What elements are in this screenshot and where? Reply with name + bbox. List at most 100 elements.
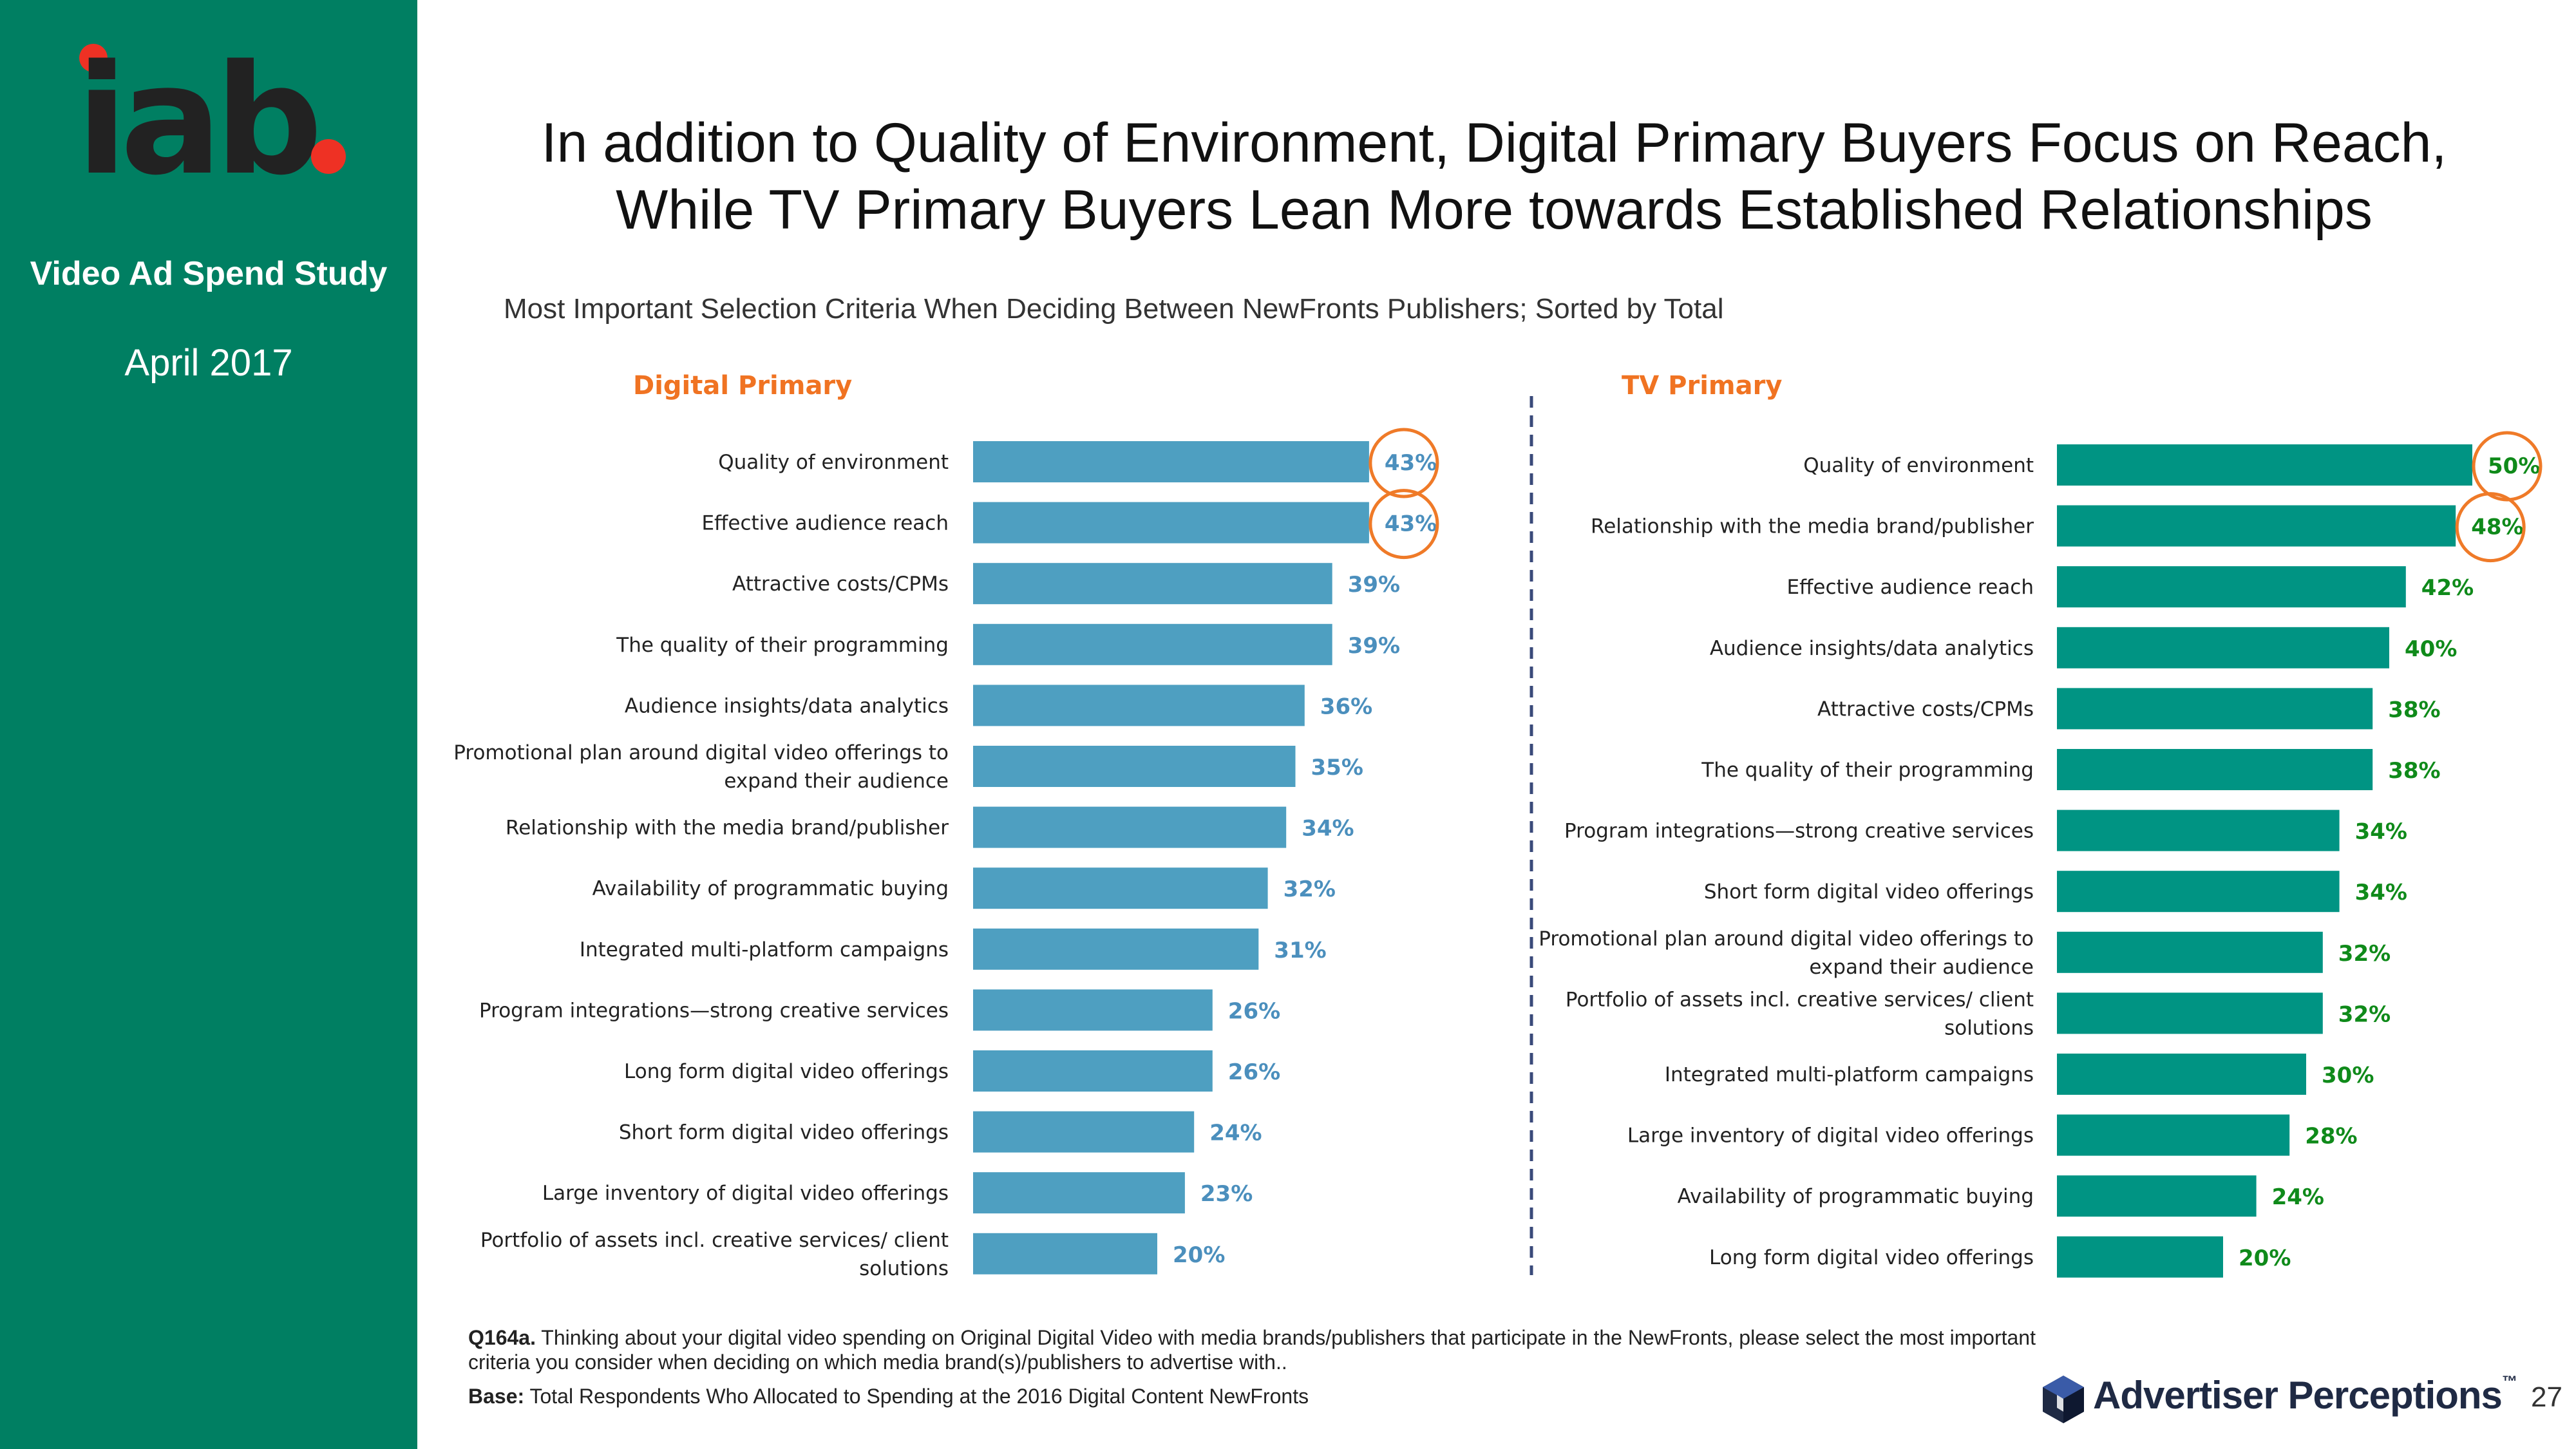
digital-category-label: Audience insights/data analytics bbox=[625, 694, 949, 717]
tv-category-label: Short form digital video offerings bbox=[1704, 880, 2034, 904]
digital-bar bbox=[973, 1111, 1195, 1153]
tv-value-label: 40% bbox=[2405, 636, 2457, 662]
digital-bar bbox=[973, 685, 1305, 726]
tv-value-label: 32% bbox=[2338, 941, 2391, 967]
digital-value-label: 39% bbox=[1348, 633, 1400, 659]
tv-bar bbox=[2057, 444, 2472, 486]
tv-bar bbox=[2057, 992, 2323, 1034]
digital-bar bbox=[973, 1172, 1185, 1214]
tv-bar bbox=[2057, 505, 2456, 547]
page-title-line-1: In addition to Quality of Environment, D… bbox=[541, 112, 2447, 174]
page-title: In addition to Quality of Environment, D… bbox=[489, 109, 2499, 243]
tv-category-label: Relationship with the media brand/publis… bbox=[1591, 515, 2034, 538]
digital-bar bbox=[973, 441, 1369, 482]
brand-tm: ™ bbox=[2501, 1373, 2517, 1390]
footer-base: Base: Total Respondents Who Allocated to… bbox=[468, 1385, 1309, 1408]
digital-value-label: 35% bbox=[1311, 755, 1363, 781]
digital-category-label: Quality of environment bbox=[718, 451, 949, 474]
digital-category-label: Effective audience reach bbox=[701, 512, 949, 535]
digital-category-label: Relationship with the media brand/publis… bbox=[506, 817, 949, 840]
tv-value-label: 34% bbox=[2355, 880, 2407, 905]
iab-logo: iab bbox=[76, 33, 346, 209]
digital-value-label: 24% bbox=[1209, 1121, 1262, 1146]
tv-bar bbox=[2057, 749, 2373, 790]
digital-category-label: Large inventory of digital video offerin… bbox=[542, 1182, 949, 1205]
digital-category-label: Attractive costs/CPMs bbox=[732, 573, 949, 596]
tv-category-label: Quality of environment bbox=[1803, 454, 2034, 477]
study-date: April 2017 bbox=[124, 342, 293, 384]
digital-value-label: 20% bbox=[1173, 1242, 1225, 1268]
tv-bar bbox=[2057, 627, 2389, 668]
digital-category-label: Promotional plan around digital video of… bbox=[453, 741, 949, 793]
tv-value-label: 32% bbox=[2338, 1001, 2391, 1027]
tv-bar bbox=[2057, 566, 2406, 608]
digital-value-label: 36% bbox=[1320, 694, 1372, 719]
digital-primary-panel: Digital Primary Quality of environment 43%… bbox=[453, 371, 1439, 1280]
tv-value-label: 50% bbox=[2488, 453, 2540, 479]
sidebar: iab Video Ad Spend Study April 2017 bbox=[0, 0, 417, 1449]
tv-category-label: Promotional plan around digital video of… bbox=[1539, 927, 2034, 979]
base-text: Total Respondents Who Allocated to Spend… bbox=[529, 1385, 1309, 1408]
tv-bar bbox=[2057, 931, 2323, 973]
digital-bar bbox=[973, 502, 1369, 544]
tv-category-label: Program integrations—strong creative ser… bbox=[1564, 820, 2034, 843]
digital-value-label: 43% bbox=[1385, 511, 1437, 537]
tv-value-label: 20% bbox=[2239, 1245, 2291, 1271]
tv-category-label: The quality of their programming bbox=[1701, 759, 2034, 782]
digital-bar bbox=[973, 806, 1287, 848]
digital-bar bbox=[973, 623, 1332, 665]
digital-bar bbox=[973, 989, 1213, 1031]
digital-category-label: Portfolio of assets incl. creative servi… bbox=[480, 1229, 949, 1280]
digital-value-label: 39% bbox=[1348, 572, 1400, 598]
digital-panel-title: Digital Primary bbox=[633, 371, 852, 401]
digital-value-label: 23% bbox=[1200, 1181, 1253, 1207]
brand-text: Advertiser Perceptions bbox=[2093, 1374, 2503, 1417]
digital-category-label: Program integrations—strong creative ser… bbox=[479, 999, 949, 1022]
tv-category-label: Attractive costs/CPMs bbox=[1817, 697, 2034, 721]
digital-category-label: Integrated multi-platform campaigns bbox=[580, 938, 949, 961]
digital-value-label: 26% bbox=[1228, 1059, 1280, 1085]
digital-highlight-circle bbox=[1368, 428, 1439, 498]
digital-category-label: The quality of their programming bbox=[616, 634, 949, 657]
digital-highlight-circle bbox=[1368, 489, 1439, 560]
question-text: Thinking about your digital video spendi… bbox=[468, 1326, 2036, 1374]
digital-value-label: 31% bbox=[1274, 938, 1326, 963]
tv-category-label: Effective audience reach bbox=[1786, 576, 2034, 599]
tv-value-label: 38% bbox=[2388, 758, 2440, 784]
tv-category-label: Availability of programmatic buying bbox=[1678, 1185, 2034, 1208]
tv-bar bbox=[2057, 1236, 2223, 1278]
digital-bar bbox=[973, 1050, 1213, 1092]
digital-category-label: Long form digital video offerings bbox=[624, 1060, 949, 1083]
advertiser-perceptions-logo-icon bbox=[2043, 1376, 2084, 1423]
digital-value-label: 32% bbox=[1283, 876, 1336, 902]
brand-name: Advertiser Perceptions™ bbox=[2093, 1373, 2517, 1417]
tv-category-label: Large inventory of digital video offerin… bbox=[1627, 1124, 2034, 1148]
tv-value-label: 34% bbox=[2355, 819, 2407, 845]
digital-category-label: Availability of programmatic buying bbox=[592, 877, 949, 900]
base-label: Base: bbox=[468, 1385, 525, 1408]
digital-value-label: 34% bbox=[1302, 816, 1354, 842]
tv-highlight-circle bbox=[2455, 492, 2526, 563]
page-number: 27 bbox=[2531, 1381, 2562, 1413]
tv-value-label: 28% bbox=[2305, 1124, 2357, 1150]
tv-bar bbox=[2057, 1054, 2306, 1095]
tv-category-label: Audience insights/data analytics bbox=[1710, 637, 2034, 660]
tv-primary-panel: TV Primary Quality of environment 50% Relat… bbox=[1539, 371, 2543, 1278]
tv-bar bbox=[2057, 1175, 2257, 1217]
digital-bar bbox=[973, 867, 1268, 909]
svg-text:iab: iab bbox=[76, 33, 316, 209]
footer-question: Q164a. Thinking about your digital video… bbox=[468, 1325, 2046, 1374]
study-name: Video Ad Spend Study bbox=[30, 255, 388, 292]
digital-category-label: Short form digital video offerings bbox=[619, 1121, 949, 1144]
digital-bar bbox=[973, 1233, 1157, 1274]
tv-bar bbox=[2057, 871, 2340, 913]
digital-bar bbox=[973, 928, 1259, 970]
tv-panel-title: TV Primary bbox=[1622, 371, 1782, 401]
tv-value-label: 30% bbox=[2322, 1063, 2374, 1088]
tv-category-label: Integrated multi-platform campaigns bbox=[1665, 1063, 2034, 1086]
page-subtitle: Most Important Selection Criteria When D… bbox=[504, 293, 1724, 325]
chart-area: Digital Primary Quality of environment 43%… bbox=[453, 371, 2543, 1280]
digital-value-label: 26% bbox=[1228, 998, 1280, 1024]
tv-value-label: 48% bbox=[2471, 515, 2523, 540]
tv-bar bbox=[2057, 1114, 2290, 1156]
